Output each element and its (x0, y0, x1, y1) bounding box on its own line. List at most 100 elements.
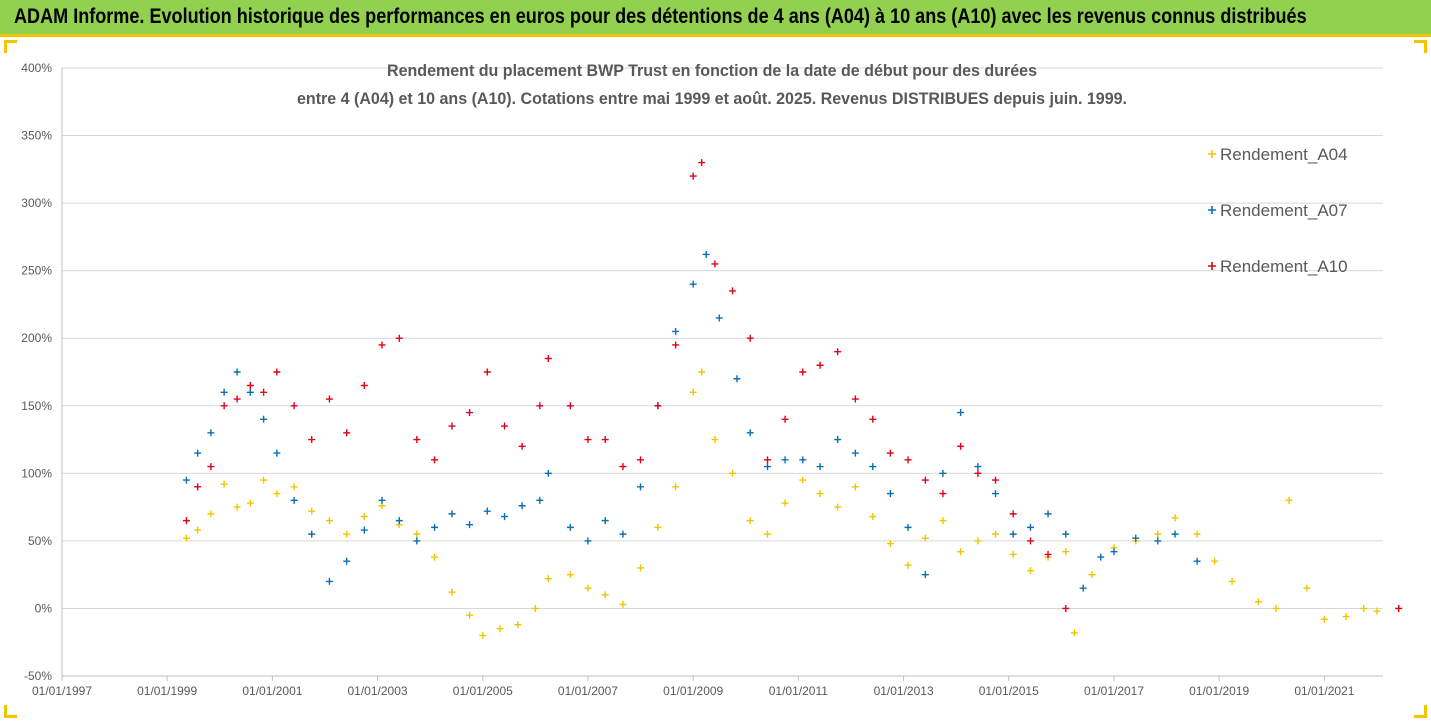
data-point (584, 436, 592, 444)
data-point (290, 483, 298, 491)
y-tick-label: 200% (21, 331, 52, 345)
gridlines (61, 67, 1383, 677)
data-point (698, 159, 706, 167)
y-axis: -50% 0% 50% 100% 150% 200% 250% 300% 350% 400% (21, 61, 52, 683)
data-point (957, 409, 965, 417)
x-axis: 01/01/1997 01/01/1999 01/01/2001 01/01/2003… (32, 676, 1355, 698)
data-point (1211, 557, 1219, 565)
data-point (729, 287, 737, 295)
legend-marker (1208, 262, 1216, 270)
data-point (1062, 530, 1070, 538)
data-point (1373, 607, 1381, 615)
x-tick-label: 01/01/1999 (137, 684, 197, 698)
data-point (246, 499, 254, 507)
data-point (431, 523, 439, 531)
data-point (799, 368, 807, 376)
series-Rendement_A04 (182, 368, 1403, 639)
data-point (764, 456, 772, 464)
data-point (413, 436, 421, 444)
data-point (207, 463, 215, 471)
data-point (1254, 598, 1262, 606)
data-point (290, 402, 298, 410)
y-tick-label: 50% (28, 534, 52, 548)
data-point (799, 476, 807, 484)
data-point (1132, 534, 1140, 542)
data-point (260, 415, 268, 423)
data-point (921, 476, 929, 484)
data-point (939, 490, 947, 498)
data-point (781, 456, 789, 464)
data-point (781, 499, 789, 507)
data-point (308, 436, 316, 444)
data-point (1193, 557, 1201, 565)
corner-decoration (4, 40, 17, 53)
y-tick-label: 150% (21, 399, 52, 413)
data-point (413, 537, 421, 545)
data-point (921, 571, 929, 579)
legend-label: Rendement_A07 (1220, 201, 1348, 220)
data-point (308, 530, 316, 538)
data-point (1088, 571, 1096, 579)
data-point (816, 463, 824, 471)
corner-decoration (4, 705, 17, 718)
data-point (746, 429, 754, 437)
data-point (479, 631, 487, 639)
data-point (566, 402, 574, 410)
series-Rendement_A07 (182, 250, 1201, 592)
data-point (325, 517, 333, 525)
data-point (1171, 530, 1179, 538)
data-point (343, 530, 351, 538)
data-point (991, 530, 999, 538)
data-point (233, 395, 241, 403)
data-point (834, 436, 842, 444)
data-point (636, 564, 644, 572)
data-point (220, 388, 228, 396)
data-point (729, 469, 737, 477)
legend-label: Rendement_A10 (1220, 257, 1348, 276)
data-point (544, 469, 552, 477)
data-point (886, 540, 894, 548)
data-point (531, 604, 539, 612)
y-tick-label: 250% (21, 264, 52, 278)
data-point (233, 503, 241, 511)
data-point (834, 503, 842, 511)
data-point (654, 523, 662, 531)
data-point (360, 526, 368, 534)
data-point (601, 436, 609, 444)
data-point (715, 314, 723, 322)
y-tick-label: 300% (21, 196, 52, 210)
data-point (1026, 523, 1034, 531)
data-point (448, 588, 456, 596)
data-point (1009, 510, 1017, 518)
data-point (1272, 604, 1280, 612)
data-point (360, 382, 368, 390)
legend: Rendement_A04 Rendement_A07 Rendement_A10 (1208, 145, 1348, 276)
series-Rendement_A10 (182, 159, 1403, 612)
data-point (194, 449, 202, 457)
data-point (182, 476, 190, 484)
data-point (974, 537, 982, 545)
data-point (1070, 629, 1078, 637)
data-point (886, 490, 894, 498)
legend-marker (1208, 206, 1216, 214)
y-tick-label: -50% (24, 669, 52, 683)
y-tick-label: 100% (21, 466, 52, 480)
data-point (566, 523, 574, 531)
data-point (746, 517, 754, 525)
data-point (360, 513, 368, 521)
data-point (601, 591, 609, 599)
data-point (904, 523, 912, 531)
data-point (654, 402, 662, 410)
y-tick-label: 0% (35, 601, 53, 615)
data-point (466, 611, 474, 619)
data-point (921, 534, 929, 542)
data-point (672, 341, 680, 349)
legend-label: Rendement_A04 (1220, 145, 1348, 164)
x-tick-label: 01/01/2009 (663, 684, 723, 698)
data-point (1360, 604, 1368, 612)
data-point (378, 341, 386, 349)
data-point (689, 280, 697, 288)
x-tick-label: 01/01/2021 (1294, 684, 1354, 698)
data-point (584, 584, 592, 592)
banner: ADAM Informe. Evolution historique des p… (0, 0, 1431, 37)
